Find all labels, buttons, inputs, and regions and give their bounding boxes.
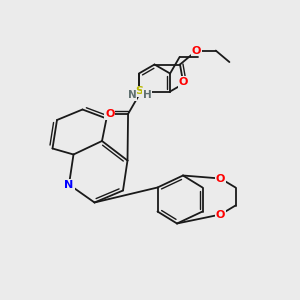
- Text: O: O: [216, 173, 225, 184]
- Text: O: O: [216, 209, 225, 220]
- Text: S: S: [135, 86, 143, 97]
- Text: N: N: [128, 90, 136, 100]
- Text: N: N: [64, 179, 74, 190]
- Text: O: O: [178, 77, 188, 87]
- Text: H: H: [142, 90, 151, 100]
- Text: O: O: [192, 46, 201, 56]
- Text: O: O: [105, 109, 114, 119]
